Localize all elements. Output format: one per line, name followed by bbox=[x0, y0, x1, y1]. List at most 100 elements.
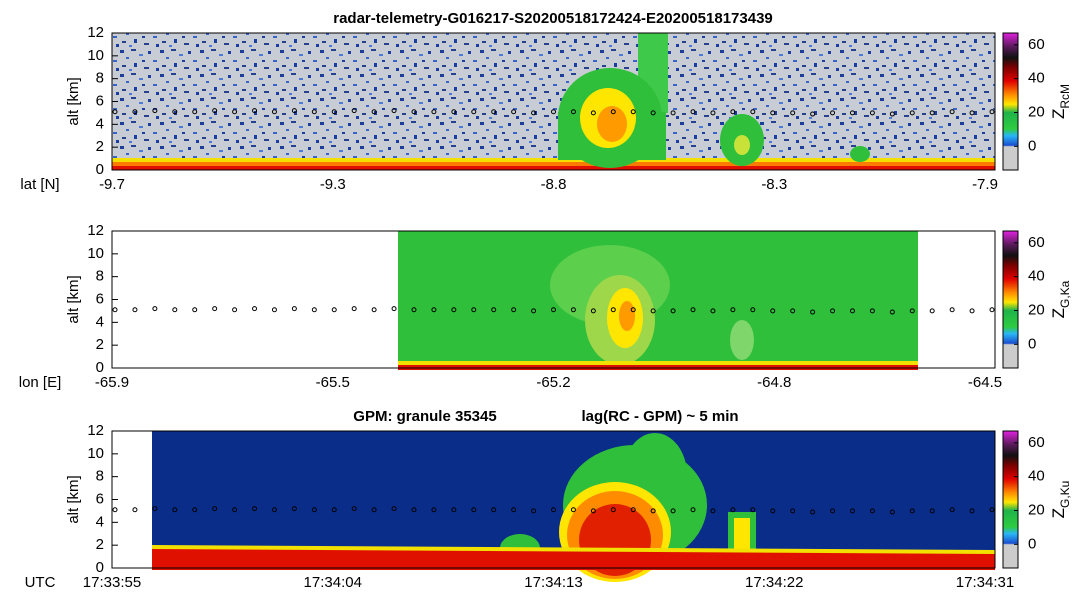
track-point bbox=[849, 110, 855, 116]
track-point bbox=[391, 108, 397, 114]
y-tick-label: 0 bbox=[96, 559, 104, 576]
colorbar-label-main: Z bbox=[1049, 308, 1068, 318]
track-point bbox=[810, 309, 816, 315]
colorbar-label-sub: G,Ku bbox=[1058, 481, 1072, 508]
radar-field bbox=[398, 231, 918, 370]
track-point bbox=[570, 109, 576, 115]
track-point bbox=[471, 307, 477, 313]
colorbar-label-main: Z bbox=[1049, 508, 1068, 518]
track-point bbox=[351, 306, 357, 312]
track-point bbox=[790, 308, 796, 314]
x-tick-label: -64.8 bbox=[757, 374, 791, 391]
x-tick-label: -9.7 bbox=[99, 176, 125, 193]
y-tick-label: 8 bbox=[96, 268, 104, 285]
track-point bbox=[590, 110, 596, 116]
track-point bbox=[670, 308, 676, 314]
track-point bbox=[949, 507, 955, 513]
x-axis-label: lat [N] bbox=[20, 176, 59, 193]
track-point bbox=[849, 308, 855, 314]
track-point bbox=[451, 109, 457, 115]
y-axis-label: alt [km] bbox=[65, 77, 82, 125]
y-axis-label: alt [km] bbox=[65, 475, 82, 523]
track-point bbox=[869, 508, 875, 514]
x-tick-label: -8.8 bbox=[541, 176, 567, 193]
track-point bbox=[869, 110, 875, 116]
annotation: lag(RC - GPM) ~ 5 min bbox=[581, 408, 738, 425]
track-point bbox=[391, 306, 397, 312]
y-tick-label: 6 bbox=[96, 290, 104, 307]
x-tick-label: -65.5 bbox=[316, 374, 350, 391]
track-point bbox=[172, 109, 178, 115]
track-point bbox=[291, 306, 297, 312]
x-tick-label: -65.9 bbox=[95, 374, 129, 391]
colorbar-tick-label: 60 bbox=[1028, 434, 1045, 451]
track-point bbox=[909, 508, 915, 514]
colorbar bbox=[1002, 230, 1019, 369]
y-tick-label: 12 bbox=[87, 422, 104, 439]
track-point bbox=[770, 308, 776, 314]
y-tick-label: 10 bbox=[87, 245, 104, 262]
track-point bbox=[929, 508, 935, 514]
track-point bbox=[889, 509, 895, 515]
y-tick-label: 0 bbox=[96, 359, 104, 376]
track-point bbox=[630, 109, 636, 115]
track-point bbox=[989, 307, 995, 313]
track-point bbox=[511, 507, 517, 513]
track-point bbox=[650, 110, 656, 116]
track-point bbox=[271, 109, 277, 115]
track-point bbox=[869, 308, 875, 314]
colorbar-tick-label: 0 bbox=[1028, 535, 1036, 552]
track-point bbox=[271, 507, 277, 513]
track-point bbox=[929, 308, 935, 314]
colorbar-label: ZG,Ku bbox=[1049, 481, 1072, 519]
track-point bbox=[152, 506, 158, 512]
colorbar-label: ZRcM bbox=[1049, 84, 1072, 119]
track-point bbox=[969, 110, 975, 116]
colorbar-tick-label: 20 bbox=[1028, 301, 1045, 318]
track-point bbox=[810, 111, 816, 117]
track-point bbox=[630, 507, 636, 513]
track-point bbox=[132, 307, 138, 313]
track-point bbox=[531, 110, 537, 116]
radar-field bbox=[112, 33, 995, 170]
track-point bbox=[311, 109, 317, 115]
track-point bbox=[132, 507, 138, 513]
y-tick-label: 4 bbox=[96, 313, 104, 330]
track-point bbox=[331, 307, 337, 313]
y-tick-label: 4 bbox=[96, 115, 104, 132]
track-point bbox=[949, 109, 955, 115]
track-point bbox=[830, 508, 836, 514]
track-point bbox=[491, 507, 497, 513]
track-point bbox=[311, 307, 317, 313]
track-point bbox=[451, 307, 457, 313]
colorbar-tick-label: 60 bbox=[1028, 234, 1045, 251]
track-point bbox=[849, 508, 855, 514]
chart-title: radar-telemetry-G016217-S20200518172424-… bbox=[333, 10, 773, 27]
track-point bbox=[511, 109, 517, 115]
track-point bbox=[551, 109, 556, 115]
y-tick-label: 0 bbox=[96, 161, 104, 178]
colorbar-tick-label: 40 bbox=[1028, 70, 1045, 87]
chart-title: GPM: granule 35345 bbox=[353, 408, 496, 425]
plot-frame bbox=[111, 430, 996, 569]
track-point bbox=[232, 307, 238, 313]
track-point bbox=[351, 108, 357, 114]
track-point bbox=[411, 507, 417, 513]
track-point bbox=[750, 507, 756, 513]
track-point bbox=[192, 109, 198, 115]
colorbar-label-sub: G,Ka bbox=[1058, 280, 1072, 308]
track-point bbox=[590, 508, 596, 514]
track-point bbox=[431, 307, 437, 313]
track-point bbox=[710, 110, 716, 116]
colorbar-label-main: Z bbox=[1049, 109, 1068, 119]
y-tick-label: 2 bbox=[96, 536, 104, 553]
track-point bbox=[351, 506, 357, 512]
y-axis-label: alt [km] bbox=[65, 275, 82, 323]
track-point bbox=[411, 109, 417, 115]
y-tick-label: 2 bbox=[96, 336, 104, 353]
colorbar-tick-label: 0 bbox=[1028, 335, 1036, 352]
track-point bbox=[770, 508, 776, 514]
track-point bbox=[610, 109, 616, 115]
x-tick-label: 17:33:55 bbox=[83, 574, 141, 591]
